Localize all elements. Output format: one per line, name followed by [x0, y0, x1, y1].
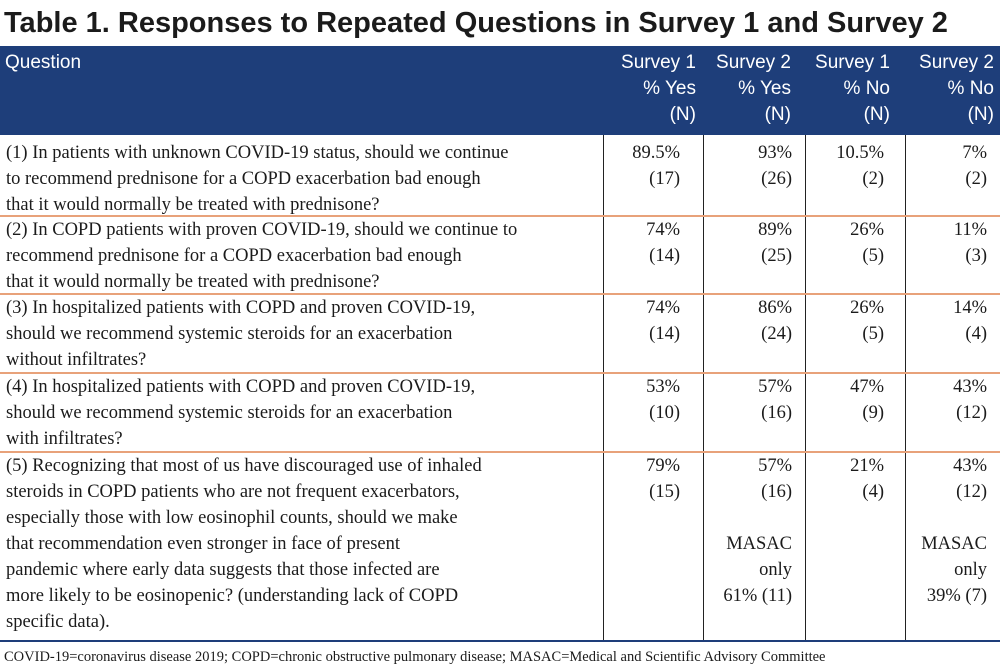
table-bottom-rule: [0, 640, 1000, 642]
table-title: Table 1. Responses to Repeated Questions…: [4, 7, 948, 39]
header-question: Question: [5, 52, 82, 73]
row-4-question: (4) In hospitalized patients with COPD a…: [6, 377, 476, 449]
table-header: Question Survey 1 % Yes (N) Survey 2 % Y…: [0, 46, 1000, 135]
row-4-survey1-yes: 53% (10): [646, 377, 680, 423]
row-2-survey1-no: 26% (5): [850, 220, 884, 266]
header-survey2-yes: Survey 2 % Yes (N): [716, 52, 791, 125]
row-3-survey1-no: 26% (5): [850, 298, 884, 344]
row-separator: [0, 293, 1000, 295]
row-3-question: (3) In hospitalized patients with COPD a…: [6, 298, 476, 370]
row-1-survey2-yes: 93% (26): [758, 143, 792, 189]
column-divider: [905, 135, 906, 640]
row-1-survey2-no: 7% (2): [962, 143, 987, 189]
row-2-survey2-no: 11% (3): [953, 220, 987, 266]
row-2-survey1-yes: 74% (14): [646, 220, 680, 266]
row-5-survey2-no: 43% (12) MASAC only 39% (7): [921, 456, 987, 606]
row-3-survey2-no: 14% (4): [953, 298, 987, 344]
row-1-question: (1) In patients with unknown COVID-19 st…: [6, 143, 509, 215]
row-1-survey1-yes: 89.5% (17): [632, 143, 680, 189]
row-separator: [0, 215, 1000, 217]
row-5-survey2-yes: 57% (16) MASAC only 61% (11): [723, 456, 792, 606]
row-4-survey2-no: 43% (12): [953, 377, 987, 423]
row-separator: [0, 372, 1000, 374]
column-divider: [603, 135, 604, 640]
header-survey1-no: Survey 1 % No (N): [815, 52, 890, 125]
row-5-question: (5) Recognizing that most of us have dis…: [6, 456, 482, 632]
row-3-survey1-yes: 74% (14): [646, 298, 680, 344]
column-divider: [805, 135, 806, 640]
column-divider: [703, 135, 704, 640]
row-2-question: (2) In COPD patients with proven COVID-1…: [6, 220, 518, 292]
table-footnote: COVID-19=coronavirus disease 2019; COPD=…: [4, 649, 826, 665]
row-separator: [0, 451, 1000, 453]
row-5-survey1-yes: 79% (15): [646, 456, 680, 502]
row-1-survey1-no: 10.5% (2): [836, 143, 884, 189]
header-survey2-no: Survey 2 % No (N): [919, 52, 994, 125]
row-4-survey2-yes: 57% (16): [758, 377, 792, 423]
row-2-survey2-yes: 89% (25): [758, 220, 792, 266]
header-survey1-yes: Survey 1 % Yes (N): [621, 52, 696, 125]
row-5-survey1-no: 21% (4): [850, 456, 884, 502]
row-3-survey2-yes: 86% (24): [758, 298, 792, 344]
row-4-survey1-no: 47% (9): [850, 377, 884, 423]
